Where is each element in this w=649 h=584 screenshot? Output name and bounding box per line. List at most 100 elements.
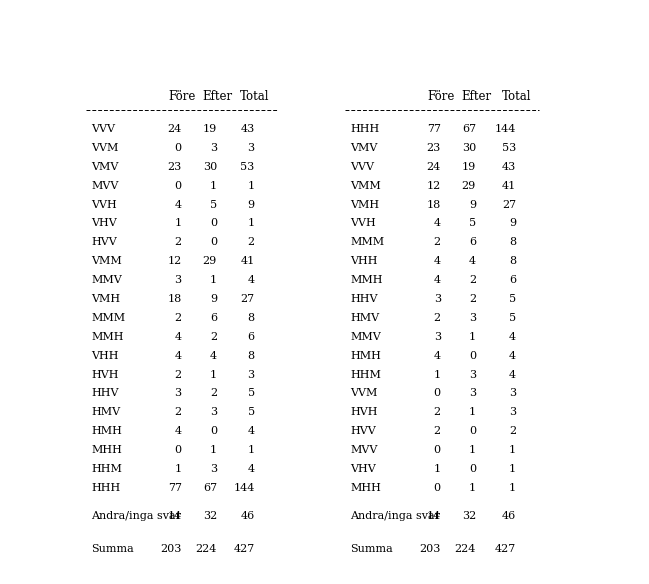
Text: 43: 43 <box>502 162 516 172</box>
Text: 1: 1 <box>469 483 476 493</box>
Text: VHV: VHV <box>350 464 376 474</box>
Text: 6: 6 <box>247 332 254 342</box>
Text: 8: 8 <box>247 350 254 361</box>
Text: 1: 1 <box>509 464 516 474</box>
Text: HHM: HHM <box>91 464 122 474</box>
Text: VMM: VMM <box>350 180 381 191</box>
Text: HVH: HVH <box>350 408 378 418</box>
Text: 4: 4 <box>175 426 182 436</box>
Text: 19: 19 <box>461 162 476 172</box>
Text: 3: 3 <box>175 388 182 398</box>
Text: VMV: VMV <box>91 162 119 172</box>
Text: HMV: HMV <box>91 408 120 418</box>
Text: 1: 1 <box>509 483 516 493</box>
Text: 3: 3 <box>434 294 441 304</box>
Text: 14: 14 <box>167 511 182 521</box>
Text: 427: 427 <box>495 544 516 554</box>
Text: 2: 2 <box>509 426 516 436</box>
Text: HHM: HHM <box>350 370 381 380</box>
Text: 5: 5 <box>509 294 516 304</box>
Text: 9: 9 <box>210 294 217 304</box>
Text: 2: 2 <box>434 408 441 418</box>
Text: 14: 14 <box>426 511 441 521</box>
Text: 0: 0 <box>175 143 182 153</box>
Text: 0: 0 <box>469 350 476 361</box>
Text: 0: 0 <box>469 426 476 436</box>
Text: 4: 4 <box>434 256 441 266</box>
Text: VVV: VVV <box>91 124 115 134</box>
Text: 3: 3 <box>210 143 217 153</box>
Text: 0: 0 <box>175 180 182 191</box>
Text: 2: 2 <box>175 237 182 248</box>
Text: 29: 29 <box>202 256 217 266</box>
Text: 23: 23 <box>426 143 441 153</box>
Text: HMV: HMV <box>350 313 380 323</box>
Text: VHH: VHH <box>91 350 119 361</box>
Text: 5: 5 <box>469 218 476 228</box>
Text: 3: 3 <box>469 313 476 323</box>
Text: 2: 2 <box>469 294 476 304</box>
Text: Summa: Summa <box>91 544 134 554</box>
Text: 19: 19 <box>202 124 217 134</box>
Text: VVM: VVM <box>350 388 378 398</box>
Text: 0: 0 <box>210 237 217 248</box>
Text: 27: 27 <box>241 294 254 304</box>
Text: VMM: VMM <box>91 256 122 266</box>
Text: 18: 18 <box>426 200 441 210</box>
Text: 1: 1 <box>469 408 476 418</box>
Text: MVV: MVV <box>91 180 119 191</box>
Text: 67: 67 <box>202 483 217 493</box>
Text: 2: 2 <box>247 237 254 248</box>
Text: 3: 3 <box>210 408 217 418</box>
Text: 3: 3 <box>469 370 476 380</box>
Text: 4: 4 <box>509 332 516 342</box>
Text: VHV: VHV <box>91 218 117 228</box>
Text: Summa: Summa <box>350 544 393 554</box>
Text: 2: 2 <box>434 313 441 323</box>
Text: 0: 0 <box>210 426 217 436</box>
Text: 203: 203 <box>160 544 182 554</box>
Text: 5: 5 <box>210 200 217 210</box>
Text: VVM: VVM <box>91 143 119 153</box>
Text: 4: 4 <box>247 426 254 436</box>
Text: 8: 8 <box>509 237 516 248</box>
Text: 30: 30 <box>461 143 476 153</box>
Text: 9: 9 <box>469 200 476 210</box>
Text: 5: 5 <box>247 388 254 398</box>
Text: 224: 224 <box>454 544 476 554</box>
Text: 3: 3 <box>509 408 516 418</box>
Text: MVV: MVV <box>350 445 378 455</box>
Text: Före: Före <box>168 91 195 103</box>
Text: Före: Före <box>427 91 454 103</box>
Text: 8: 8 <box>509 256 516 266</box>
Text: 4: 4 <box>434 350 441 361</box>
Text: 4: 4 <box>175 350 182 361</box>
Text: HVH: HVH <box>91 370 119 380</box>
Text: 53: 53 <box>502 143 516 153</box>
Text: 6: 6 <box>509 275 516 285</box>
Text: 0: 0 <box>434 483 441 493</box>
Text: MMH: MMH <box>91 332 124 342</box>
Text: 24: 24 <box>426 162 441 172</box>
Text: 0: 0 <box>434 388 441 398</box>
Text: 224: 224 <box>195 544 217 554</box>
Text: 1: 1 <box>210 275 217 285</box>
Text: 3: 3 <box>210 464 217 474</box>
Text: 4: 4 <box>175 200 182 210</box>
Text: 8: 8 <box>247 313 254 323</box>
Text: 2: 2 <box>434 426 441 436</box>
Text: 46: 46 <box>502 511 516 521</box>
Text: Efter: Efter <box>202 91 232 103</box>
Text: 1: 1 <box>469 445 476 455</box>
Text: 3: 3 <box>509 388 516 398</box>
Text: VMH: VMH <box>350 200 380 210</box>
Text: 12: 12 <box>426 180 441 191</box>
Text: 1: 1 <box>434 370 441 380</box>
Text: 4: 4 <box>509 350 516 361</box>
Text: 2: 2 <box>469 275 476 285</box>
Text: Andra/inga svar: Andra/inga svar <box>91 511 181 521</box>
Text: 1: 1 <box>247 218 254 228</box>
Text: HMH: HMH <box>91 426 122 436</box>
Text: 3: 3 <box>175 275 182 285</box>
Text: 67: 67 <box>462 124 476 134</box>
